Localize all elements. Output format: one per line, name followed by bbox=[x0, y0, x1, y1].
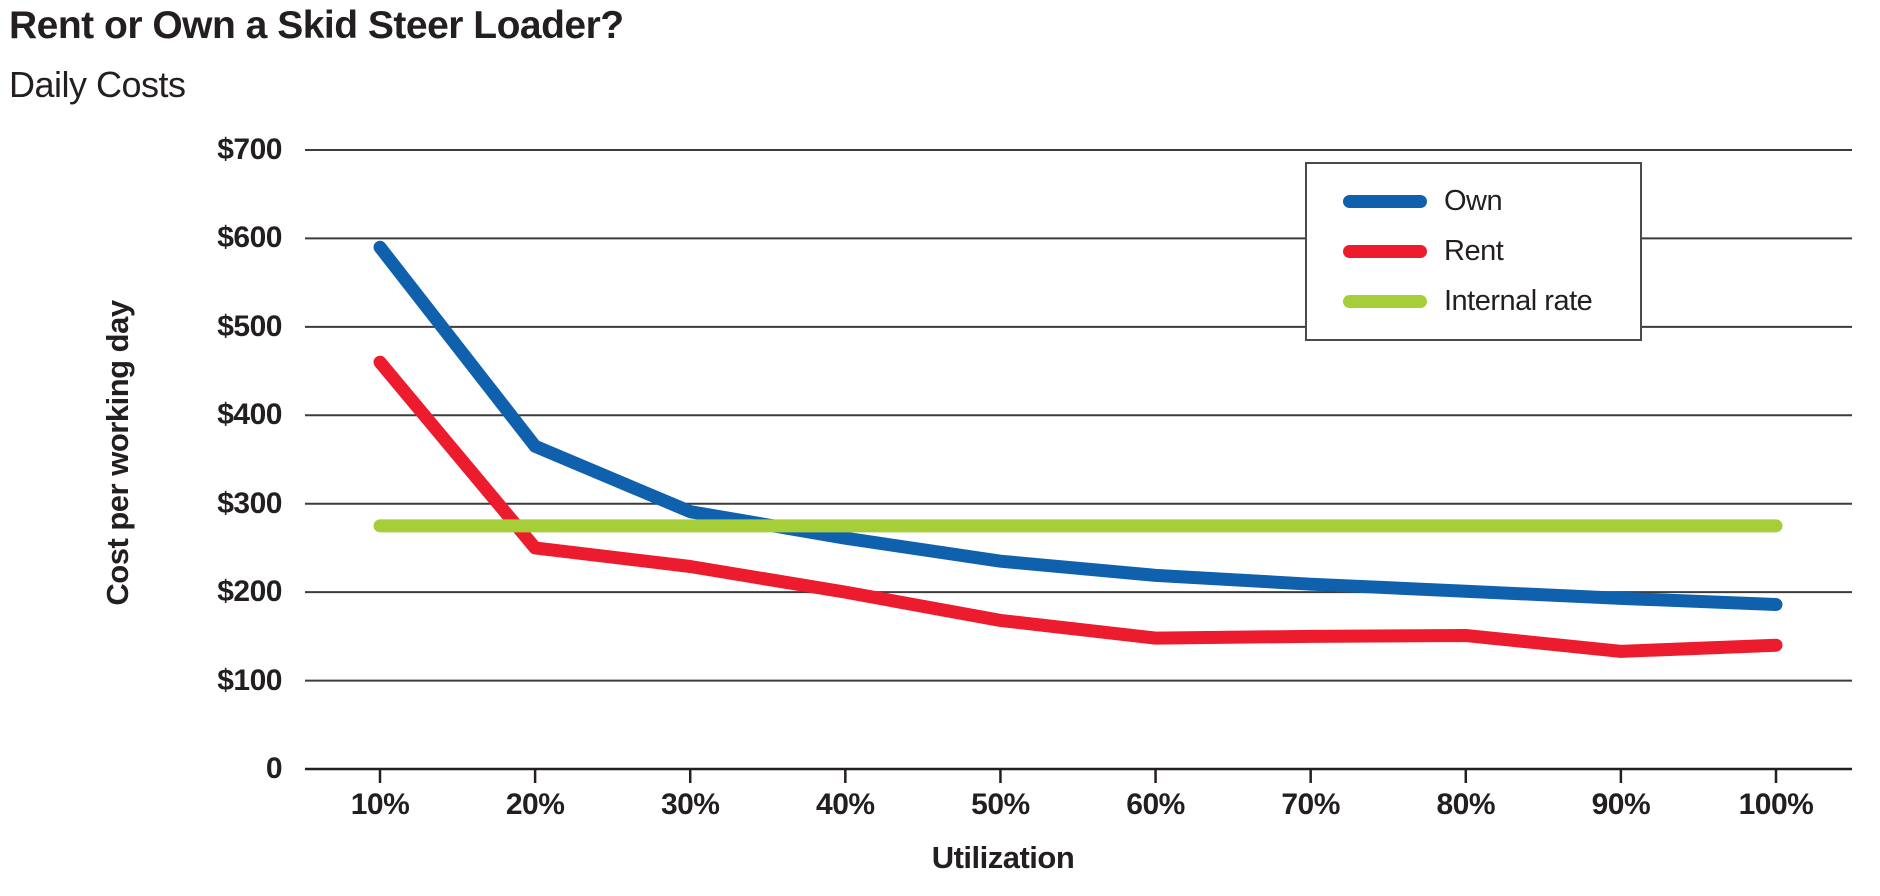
legend-item-internal-rate: Internal rate bbox=[1343, 284, 1640, 319]
x-tick-label-10%: 10% bbox=[350, 788, 410, 821]
legend-label-internal-rate: Internal rate bbox=[1444, 285, 1593, 317]
y-tick-label-400: $400 bbox=[217, 398, 282, 432]
y-tick-label-0: 0 bbox=[265, 752, 283, 785]
rent-line-swatch bbox=[1343, 245, 1427, 258]
y-tick-label-200: $200 bbox=[217, 575, 282, 609]
series-line-rent bbox=[373, 355, 1783, 658]
x-tick-label-30%: 30% bbox=[660, 788, 720, 821]
x-tick-label-90%: 90% bbox=[1591, 788, 1651, 821]
legend: Own Rent Internal rate bbox=[1305, 162, 1642, 341]
y-axis-title: Cost per working day bbox=[100, 300, 135, 606]
chart-subtitle: Daily Costs bbox=[9, 64, 186, 105]
x-axis-title: Utilization bbox=[931, 840, 1075, 875]
x-tick-label-70%: 70% bbox=[1281, 788, 1340, 821]
x-tick-label-80%: 80% bbox=[1436, 788, 1496, 821]
legend-item-rent: Rent bbox=[1343, 234, 1640, 269]
x-tick-label-100%: 100% bbox=[1738, 788, 1814, 821]
x-tick-label-40%: 40% bbox=[816, 788, 875, 821]
legend-label-rent: Rent bbox=[1444, 235, 1504, 267]
x-tick-label-20%: 20% bbox=[505, 788, 565, 821]
y-tick-label-600: $600 bbox=[217, 221, 282, 255]
chart-title: Rent or Own a Skid Steer Loader? bbox=[9, 4, 624, 47]
x-tick-label-60%: 60% bbox=[1126, 788, 1185, 821]
x-tick-label-50%: 50% bbox=[971, 788, 1030, 821]
internal-rate-line-swatch bbox=[1343, 295, 1427, 308]
legend-item-own: Own bbox=[1343, 184, 1640, 219]
y-tick-label-100: $100 bbox=[217, 663, 282, 697]
y-tick-label-300: $300 bbox=[217, 486, 282, 520]
y-tick-label-700: $700 bbox=[217, 133, 282, 166]
y-tick-label-500: $500 bbox=[217, 309, 282, 343]
series-line-own bbox=[373, 240, 1783, 612]
legend-label-own: Own bbox=[1444, 185, 1503, 217]
own-line-swatch bbox=[1343, 195, 1427, 208]
